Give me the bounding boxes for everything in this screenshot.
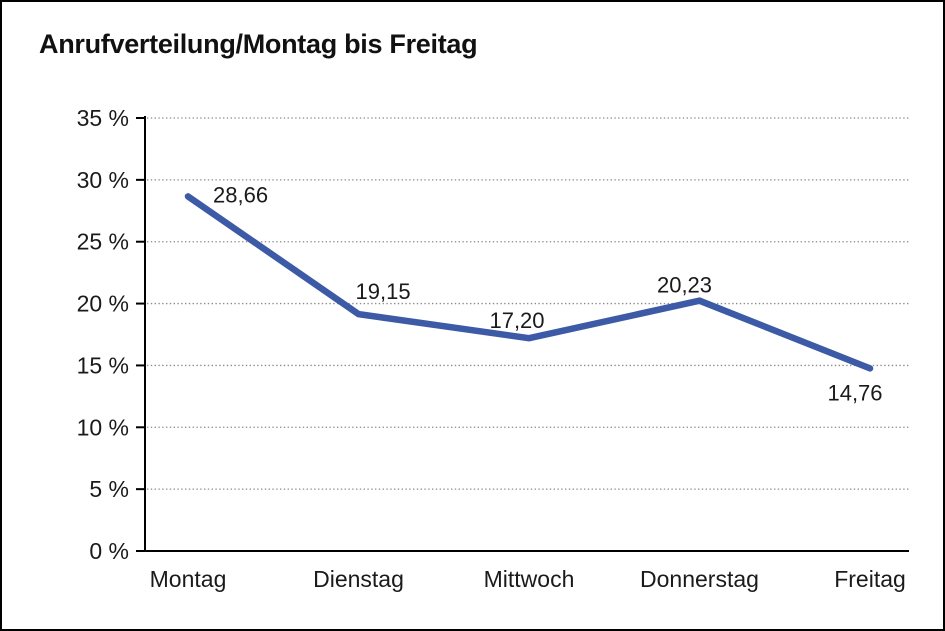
y-tick-label: 35 % — [77, 105, 129, 131]
x-category-label: Montag — [150, 566, 227, 592]
y-tick-label: 25 % — [77, 229, 129, 255]
y-tick-label: 5 % — [89, 476, 129, 502]
series-line — [184, 193, 874, 372]
x-category-label: Freitag — [834, 566, 906, 592]
data-label: 17,20 — [489, 308, 544, 333]
data-label: 14,76 — [827, 380, 882, 405]
data-label: 20,23 — [657, 273, 712, 298]
x-category-label: Mittwoch — [484, 566, 575, 592]
chart-title: Anrufverteilung/Montag bis Freitag — [39, 29, 478, 59]
x-category-label: Dienstag — [313, 566, 404, 592]
y-tick-label: 20 % — [77, 291, 129, 317]
x-category-label: Donnerstag — [640, 566, 759, 592]
y-tick-label: 10 % — [77, 414, 129, 440]
y-tick-label: 0 % — [89, 538, 129, 564]
data-label: 19,15 — [356, 279, 411, 304]
data-label: 28,66 — [213, 182, 268, 207]
y-tick-label: 15 % — [77, 352, 129, 378]
y-tick-label: 30 % — [77, 167, 129, 193]
